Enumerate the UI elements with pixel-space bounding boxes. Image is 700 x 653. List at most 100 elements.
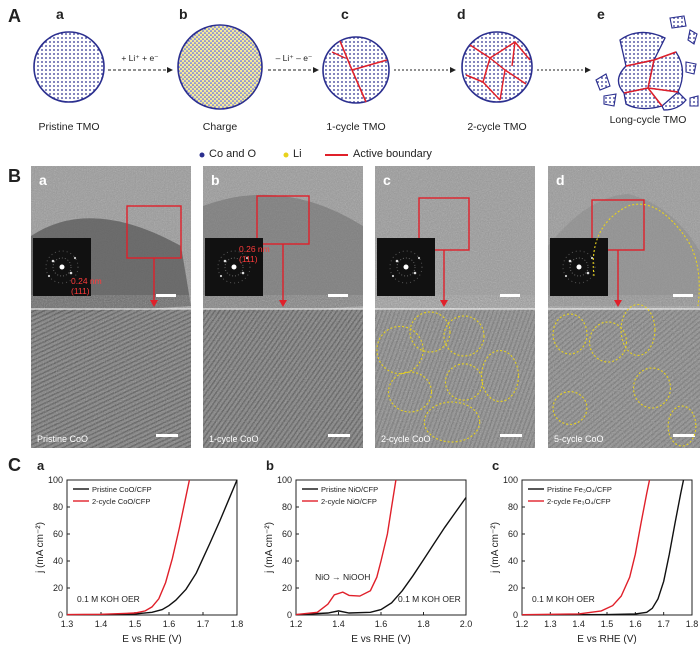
- tem-image: [203, 166, 363, 448]
- y-tick-label: 20: [53, 583, 63, 593]
- y-axis-label: j (mA cm⁻²): [490, 522, 501, 574]
- series-line: [521, 479, 651, 616]
- legend-label-co-o: Co and O: [209, 148, 257, 160]
- schematic-svg: [33, 15, 699, 158]
- x-tick-label: 1.2: [290, 619, 303, 629]
- x-tick-label: 1.7: [657, 619, 670, 629]
- tem-panel: a Pristine CoO 0.24 nm (111): [31, 166, 191, 448]
- charged-particle: [177, 24, 263, 110]
- tem-sample-label: 2-cycle CoO: [381, 434, 431, 444]
- tem-letter: b: [211, 172, 220, 188]
- x-tick-label: 1.6: [163, 619, 176, 629]
- stage-letter: a: [56, 6, 64, 22]
- panel-letter-a: A: [8, 6, 21, 26]
- electrolyte-annotation: 0.1 M KOH OER: [398, 594, 461, 604]
- series-line: [295, 497, 467, 616]
- y-tick-label: 60: [282, 529, 292, 539]
- legend-dot-li: [283, 152, 289, 158]
- electrolyte-annotation: 0.1 M KOH OER: [532, 594, 595, 604]
- stage-caption: 1-cycle TMO: [326, 121, 386, 133]
- tem-panel: c 2-cycle CoO: [375, 166, 535, 448]
- x-tick-label: 1.4: [95, 619, 108, 629]
- y-tick-label: 100: [503, 475, 518, 485]
- long-cycle-fragments: [595, 15, 699, 111]
- x-tick-label: 1.7: [197, 619, 210, 629]
- series-line: [66, 479, 191, 616]
- legend-dot-co-o: [199, 152, 205, 158]
- y-tick-label: 80: [508, 502, 518, 512]
- x-tick-label: 1.3: [544, 619, 557, 629]
- chart-letter: b: [266, 458, 274, 473]
- x-tick-label: 1.4: [572, 619, 585, 629]
- tem-letter: a: [39, 172, 47, 188]
- legend-label: Pristine NiO/CFP: [321, 485, 378, 494]
- tem-letter: d: [556, 172, 565, 188]
- y-axis-label: j (mA cm⁻²): [35, 522, 46, 574]
- x-tick-label: 1.4: [332, 619, 345, 629]
- fft-d-spacing-label: 0.26 nm (111): [239, 244, 270, 264]
- legend-label: 2-cycle CoO/CFP: [92, 497, 150, 506]
- y-tick-label: 0: [58, 610, 63, 620]
- tem-image: [31, 166, 191, 448]
- tem-panel: b 1-cycle CoO 0.26 nm (111): [203, 166, 363, 448]
- peak-annotation: NiO → NiOOH: [315, 572, 370, 582]
- x-tick-label: 1.8: [686, 619, 699, 629]
- y-tick-label: 60: [53, 529, 63, 539]
- electrolyte-annotation: 0.1 M KOH OER: [77, 594, 140, 604]
- legend-label: 2-cycle NiO/CFP: [321, 497, 377, 506]
- series-line: [521, 479, 685, 616]
- x-axis-label: E vs RHE (V): [351, 634, 410, 645]
- y-tick-label: 100: [277, 475, 292, 485]
- y-tick-label: 40: [282, 556, 292, 566]
- y-tick-label: 20: [282, 583, 292, 593]
- panel-letter-c: C: [8, 455, 21, 475]
- y-axis-label: j (mA cm⁻²): [264, 522, 275, 574]
- x-tick-label: 1.3: [61, 619, 74, 629]
- stage-letter: e: [597, 6, 605, 22]
- x-axis-label: E vs RHE (V): [577, 634, 636, 645]
- chart-letter: a: [37, 458, 45, 473]
- x-tick-label: 1.5: [129, 619, 142, 629]
- x-axis-label: E vs RHE (V): [122, 634, 181, 645]
- one-cycle-particle: [322, 36, 390, 104]
- y-tick-label: 80: [53, 502, 63, 512]
- y-tick-label: 100: [48, 475, 63, 485]
- y-tick-label: 40: [53, 556, 63, 566]
- tem-sample-label: 1-cycle CoO: [209, 434, 259, 444]
- x-tick-label: 1.8: [231, 619, 244, 629]
- tem-panel: d 5-cycle CoO: [548, 166, 700, 448]
- stage-caption: Pristine TMO: [38, 121, 100, 133]
- y-tick-label: 60: [508, 529, 518, 539]
- stage-caption: Charge: [202, 121, 238, 133]
- y-tick-label: 20: [508, 583, 518, 593]
- arrow-label-lithiation: + Li⁺ + e⁻: [121, 53, 159, 63]
- y-tick-label: 40: [508, 556, 518, 566]
- two-cycle-particle: [461, 31, 533, 103]
- fft-d-spacing-label: 0.24 nm (111): [71, 276, 102, 296]
- panel-letter-b: B: [8, 166, 21, 186]
- x-tick-label: 1.6: [629, 619, 642, 629]
- tem-sample-label: 5-cycle CoO: [554, 434, 604, 444]
- tem-letter: c: [383, 172, 391, 188]
- chart-letter: c: [492, 458, 499, 473]
- stage-letter: b: [179, 6, 188, 22]
- x-tick-label: 1.6: [375, 619, 388, 629]
- tem-image: [548, 166, 700, 448]
- x-tick-label: 1.5: [601, 619, 614, 629]
- stage-caption: 2-cycle TMO: [467, 121, 527, 133]
- stage-letter: d: [457, 6, 466, 22]
- x-tick-label: 1.2: [516, 619, 529, 629]
- series-line: [66, 479, 238, 616]
- pristine-particle: [33, 31, 105, 103]
- legend-label-li: Li: [293, 148, 302, 160]
- series-line: [295, 479, 397, 616]
- y-tick-label: 0: [287, 610, 292, 620]
- y-tick-label: 0: [513, 610, 518, 620]
- legend-label: Pristine Fe₃O₄/CFP: [547, 485, 612, 494]
- x-tick-label: 1.8: [417, 619, 430, 629]
- plot-frame: [66, 479, 238, 616]
- stage-caption: Long-cycle TMO: [609, 114, 687, 126]
- tem-sample-label: Pristine CoO: [37, 434, 89, 444]
- stage-letter: c: [341, 6, 349, 22]
